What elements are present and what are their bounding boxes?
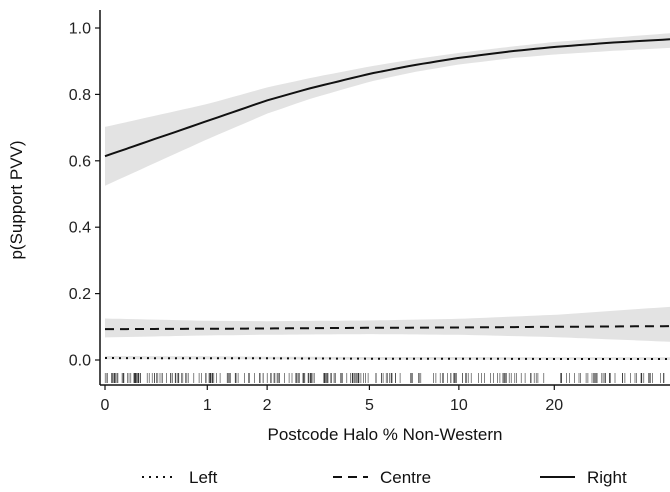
legend-label-centre: Centre xyxy=(380,468,431,487)
legend: Left Centre Right xyxy=(142,468,627,487)
x-tick-label: 0 xyxy=(101,397,110,414)
line-left xyxy=(105,357,670,360)
y-tick-label: 0.8 xyxy=(69,87,91,104)
legend-label-left: Left xyxy=(189,468,218,487)
band-right xyxy=(105,33,670,186)
legend-label-right: Right xyxy=(587,468,627,487)
y-tick-label: 0.4 xyxy=(69,220,91,237)
y-tick-label: 0.2 xyxy=(69,286,91,303)
x-tick-label: 2 xyxy=(263,397,272,414)
x-tick-label: 10 xyxy=(450,397,468,414)
line-right xyxy=(104,38,670,158)
x-tick-label: 20 xyxy=(545,397,563,414)
x-axis-title: Postcode Halo % Non-Western xyxy=(268,425,503,444)
y-tick-label: 0.6 xyxy=(69,153,91,170)
band-centre xyxy=(105,306,670,342)
x-tick-label: 1 xyxy=(203,397,212,414)
x-axis-ticks: 0 1 2 5 10 20 xyxy=(101,385,563,414)
x-rug xyxy=(104,373,665,383)
y-tick-label: 1.0 xyxy=(69,21,91,38)
confidence-bands xyxy=(105,33,670,360)
x-tick-label: 5 xyxy=(365,397,374,414)
series-lines xyxy=(104,38,670,360)
y-tick-label: 0.0 xyxy=(69,353,91,370)
y-axis-ticks: 0.0 0.2 0.4 0.6 0.8 1.0 xyxy=(69,21,100,370)
line-centre xyxy=(105,325,670,331)
y-axis-title: p(Support PVV) xyxy=(7,140,26,259)
